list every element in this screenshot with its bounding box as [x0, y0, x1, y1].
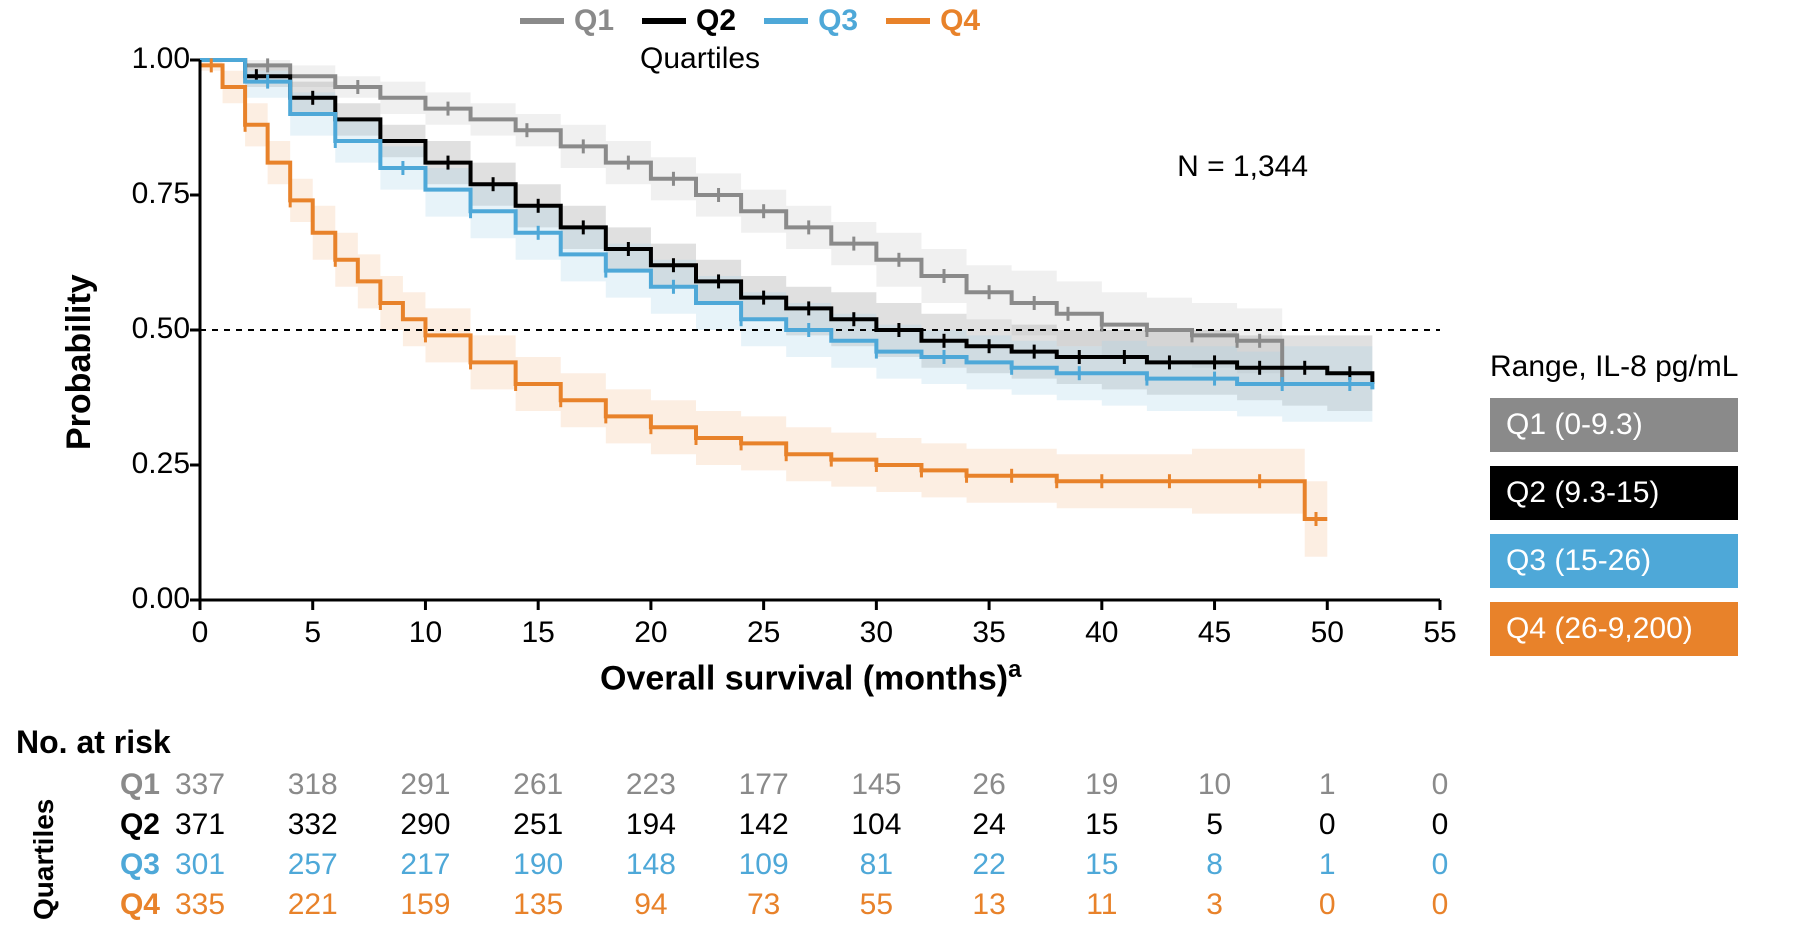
legend-caption: Quartiles [640, 42, 760, 76]
risk-cell: 371 [175, 808, 225, 842]
risk-cell: 73 [747, 888, 780, 922]
risk-cell: 24 [972, 808, 1005, 842]
risk-cell: 223 [626, 768, 676, 802]
range-legend-title: Range, IL-8 pg/mL [1490, 350, 1738, 384]
risk-cell: 261 [513, 768, 563, 802]
risk-cell: 3 [1206, 888, 1223, 922]
risk-cell: 251 [513, 808, 563, 842]
risk-cell: 10 [1198, 768, 1231, 802]
risk-cell: 148 [626, 848, 676, 882]
x-tick-label: 15 [518, 616, 558, 650]
risk-cell: 22 [972, 848, 1005, 882]
legend-top-item: Q3 [764, 4, 858, 38]
risk-cell: 0 [1432, 848, 1449, 882]
y-tick-label: 0.25 [110, 447, 190, 481]
risk-cell: 104 [851, 808, 901, 842]
risk-cell: 194 [626, 808, 676, 842]
legend-swatch [642, 18, 686, 24]
x-tick-label: 25 [744, 616, 784, 650]
legend-item-label: Q4 [940, 4, 980, 38]
legend-item-label: Q1 [574, 4, 614, 38]
x-tick-label: 40 [1082, 616, 1122, 650]
risk-cell: 55 [860, 888, 893, 922]
x-axis-label: Overall survival (months)a [600, 656, 1021, 698]
risk-cell: 190 [513, 848, 563, 882]
legend-swatch [886, 18, 930, 24]
legend-top-item: Q2 [642, 4, 736, 38]
risk-cell: 291 [400, 768, 450, 802]
x-tick-label: 5 [293, 616, 333, 650]
figure-root: Probability Q1Q2Q3Q4 Quartiles N = 1,344… [0, 0, 1800, 933]
risk-cell: 145 [851, 768, 901, 802]
legend-item-label: Q3 [818, 4, 858, 38]
risk-table-ylabel: Quartiles [28, 799, 60, 920]
y-tick-label: 0.00 [110, 582, 190, 616]
x-tick-label: 45 [1195, 616, 1235, 650]
risk-cell: 0 [1432, 888, 1449, 922]
x-tick-label: 35 [969, 616, 1009, 650]
risk-cell: 318 [288, 768, 338, 802]
risk-cell: 19 [1085, 768, 1118, 802]
legend-swatch [764, 18, 808, 24]
legend-swatch [520, 18, 564, 24]
range-legend-item: Q3 (15-26) [1490, 534, 1738, 588]
risk-cell: 332 [288, 808, 338, 842]
x-tick-label: 50 [1307, 616, 1347, 650]
risk-cell: 1 [1319, 848, 1336, 882]
risk-row-label: Q1 [80, 768, 160, 802]
risk-cell: 81 [860, 848, 893, 882]
risk-cell: 217 [400, 848, 450, 882]
legend-top: Q1 Q2 Q3 Q4 [520, 4, 980, 38]
risk-cell: 1 [1319, 768, 1336, 802]
risk-cell: 335 [175, 888, 225, 922]
range-legend-item: Q4 (26-9,200) [1490, 602, 1738, 656]
risk-cell: 8 [1206, 848, 1223, 882]
risk-cell: 159 [400, 888, 450, 922]
risk-cell: 257 [288, 848, 338, 882]
risk-cell: 142 [739, 808, 789, 842]
risk-cell: 5 [1206, 808, 1223, 842]
risk-cell: 337 [175, 768, 225, 802]
x-tick-label: 30 [856, 616, 896, 650]
risk-cell: 0 [1432, 808, 1449, 842]
x-tick-label: 10 [405, 616, 445, 650]
x-tick-label: 0 [180, 616, 220, 650]
range-legend-item: Q2 (9.3-15) [1490, 466, 1738, 520]
risk-cell: 94 [634, 888, 667, 922]
risk-cell: 290 [400, 808, 450, 842]
risk-cell: 0 [1319, 888, 1336, 922]
risk-cell: 15 [1085, 808, 1118, 842]
y-tick-label: 1.00 [110, 42, 190, 76]
legend-item-label: Q2 [696, 4, 736, 38]
y-tick-label: 0.50 [110, 312, 190, 346]
risk-cell: 177 [739, 768, 789, 802]
risk-cell: 15 [1085, 848, 1118, 882]
risk-cell: 26 [972, 768, 1005, 802]
sample-size-annotation: N = 1,344 [1177, 150, 1308, 184]
risk-cell: 0 [1432, 768, 1449, 802]
risk-cell: 0 [1319, 808, 1336, 842]
risk-table-title: No. at risk [16, 724, 171, 761]
risk-cell: 221 [288, 888, 338, 922]
x-tick-label: 20 [631, 616, 671, 650]
risk-cell: 11 [1086, 888, 1117, 922]
range-legend: Range, IL-8 pg/mL Q1 (0-9.3) Q2 (9.3-15) Q… [1490, 350, 1738, 670]
risk-cell: 109 [739, 848, 789, 882]
y-tick-label: 0.75 [110, 177, 190, 211]
legend-top-item: Q4 [886, 4, 980, 38]
risk-cell: 135 [513, 888, 563, 922]
risk-cell: 13 [972, 888, 1005, 922]
x-tick-label: 55 [1420, 616, 1460, 650]
risk-row-label: Q3 [80, 848, 160, 882]
risk-row-label: Q4 [80, 888, 160, 922]
risk-cell: 301 [175, 848, 225, 882]
risk-row-label: Q2 [80, 808, 160, 842]
legend-top-item: Q1 [520, 4, 614, 38]
range-legend-item: Q1 (0-9.3) [1490, 398, 1738, 452]
